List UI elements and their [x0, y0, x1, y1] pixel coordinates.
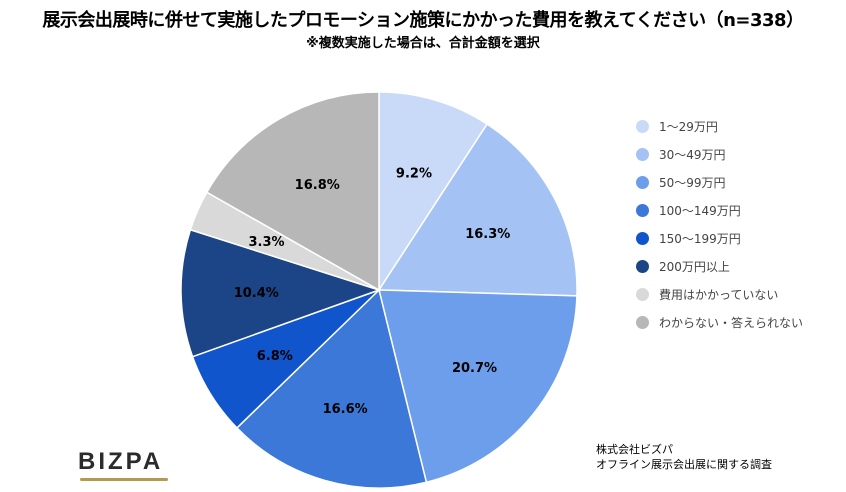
slice-label-5: 10.4% [234, 286, 279, 301]
legend-label-4: 150〜199万円 [659, 231, 741, 246]
slice-label-0: 9.2% [396, 166, 432, 181]
legend-swatch-2 [636, 175, 649, 189]
legend-swatch-6 [636, 287, 649, 301]
legend-item-4: 150〜199万円 [636, 224, 803, 252]
legend-swatch-5 [636, 259, 649, 273]
logo-underline [80, 478, 168, 481]
bizpa-logo: BIZPA [78, 448, 164, 475]
legend-item-7: わからない・答えられない [636, 308, 803, 336]
legend-item-1: 30〜49万円 [636, 140, 803, 168]
legend-label-7: わからない・答えられない [659, 315, 804, 330]
legend-label-1: 30〜49万円 [659, 147, 726, 162]
legend-label-6: 費用はかかっていない [659, 287, 779, 302]
pie-slice-1 [377, 123, 578, 297]
legend-label-5: 200万円以上 [659, 259, 730, 274]
pie-slice-2 [378, 289, 578, 484]
legend-label-2: 50〜99万円 [659, 175, 726, 190]
slice-label-1: 16.3% [465, 227, 510, 242]
slice-label-6: 3.3% [249, 235, 285, 250]
legend-swatch-4 [636, 231, 649, 245]
pie-slice-0 [378, 91, 489, 293]
pie-slice-7 [205, 91, 380, 292]
legend-label-3: 100〜149万円 [659, 203, 741, 218]
slice-label-3: 16.6% [323, 402, 368, 417]
slice-label-2: 20.7% [452, 361, 497, 376]
pie-slice-5 [180, 228, 382, 358]
chart-title: 展示会出展時に併せて実施したプロモーション施策にかかった費用を教えてください（n… [42, 10, 804, 31]
source-survey: オフライン展示会出展に関する調査 [596, 458, 772, 471]
legend-item-0: 1〜29万円 [636, 112, 803, 140]
legend-item-5: 200万円以上 [636, 252, 803, 280]
source-company: 株式会社ビズパ [596, 443, 673, 456]
legend-item-3: 100〜149万円 [636, 196, 803, 224]
chart-subtitle: ※複数実施した場合は、合計金額を選択 [306, 36, 540, 51]
legend-item-2: 50〜99万円 [636, 168, 803, 196]
source-credit: 株式会社ビズパ オフライン展示会出展に関する調査 [596, 442, 772, 472]
slice-label-7: 16.8% [295, 178, 340, 193]
legend-swatch-1 [636, 147, 649, 161]
legend-swatch-7 [636, 315, 649, 329]
pie-slice-3 [235, 288, 428, 489]
legend: 1〜29万円 30〜49万円 50〜99万円 100〜149万円 150〜199万円 20… [636, 112, 803, 336]
legend-label-0: 1〜29万円 [659, 119, 718, 134]
legend-item-6: 費用はかかっていない [636, 280, 803, 308]
legend-swatch-3 [636, 203, 649, 217]
slice-label-4: 6.8% [257, 349, 293, 364]
legend-swatch-0 [636, 119, 649, 133]
